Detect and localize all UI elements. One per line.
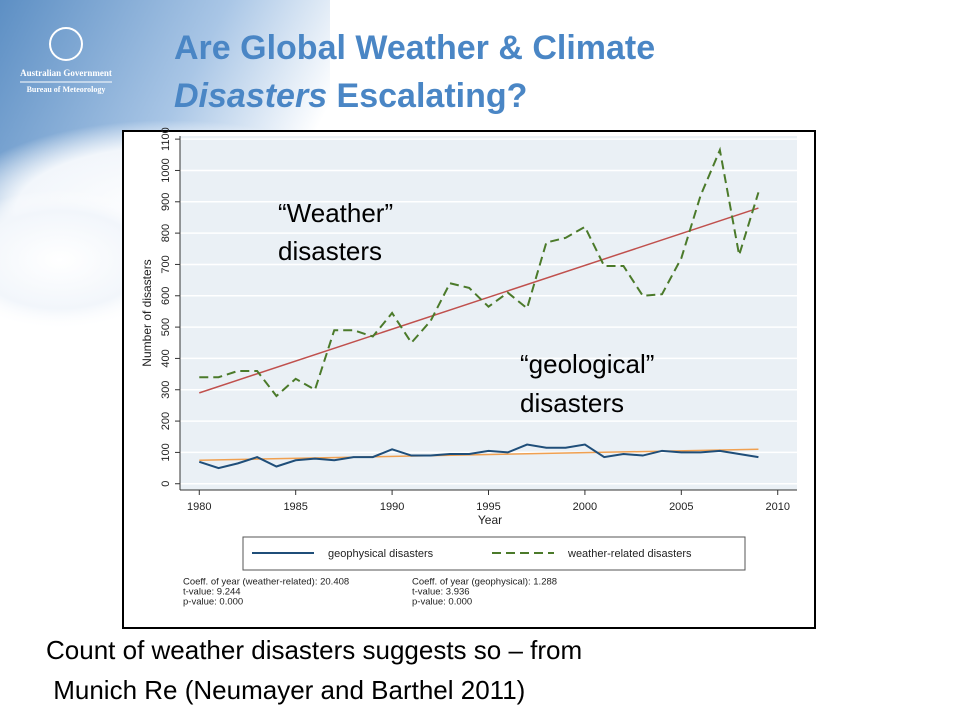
stat-text: p-value: 0.000 <box>183 597 243 608</box>
title-rest: Escalating? <box>327 77 527 115</box>
y-axis-label: Number of disasters <box>140 259 154 366</box>
x-tick-label: 1990 <box>380 501 404 513</box>
legend-items: geophysical disasters weather-related dis… <box>252 548 692 560</box>
y-tick-label: 900 <box>160 193 172 211</box>
title-italic: Disasters <box>174 77 327 115</box>
annotation: “Weather” <box>278 198 393 228</box>
series-line <box>198 443 759 470</box>
caption: Count of weather disasters suggests so –… <box>46 635 582 665</box>
crest-icon <box>49 27 83 61</box>
plot: 0 100 200 300 400 500 600 700 800 900 1000 1100 1980… <box>160 127 797 513</box>
y-tick-label: 500 <box>160 318 172 336</box>
x-tick-label: 2005 <box>669 501 693 513</box>
plot-background <box>180 136 797 490</box>
stat-text: p-value: 0.000 <box>412 597 472 608</box>
slide-title: Disasters Escalating? <box>174 77 527 115</box>
y-tick-label: 400 <box>160 349 172 367</box>
legend-label: geophysical disasters <box>328 548 434 560</box>
y-tick-label: 1000 <box>160 158 172 182</box>
legend-label: weather-related disasters <box>567 548 692 560</box>
logo-text: Bureau of Meteorology <box>27 85 106 94</box>
y-tick-label: 800 <box>160 224 172 242</box>
caption: Munich Re (Neumayer and Barthel 2011) <box>46 675 525 705</box>
y-tick-label: 200 <box>160 412 172 430</box>
stat-text: Coeff. of year (geophysical): 1.288 <box>412 577 557 588</box>
x-tick-label: 1980 <box>187 501 211 513</box>
x-tick-label: 2000 <box>573 501 597 513</box>
x-axis-label: Year <box>478 513 502 527</box>
stat-text: t-value: 9.244 <box>183 587 241 598</box>
series-line <box>199 146 760 398</box>
trend-line <box>199 207 759 394</box>
stat-text: t-value: 3.936 <box>412 587 470 598</box>
annotation: disasters <box>520 388 624 418</box>
x-tick-label: 1985 <box>283 501 307 513</box>
x-tick-label: 2010 <box>765 501 789 513</box>
y-tick-label: 600 <box>160 287 172 305</box>
stat-text: Coeff. of year (weather-related): 20.408 <box>183 577 349 588</box>
y-tick-label: 0 <box>160 481 172 487</box>
slide-title: Are Global Weather & Climate <box>174 29 655 67</box>
y-tick-label: 1100 <box>160 127 172 151</box>
annotation: “geological” <box>520 349 654 379</box>
y-tick-label: 700 <box>160 255 172 273</box>
y-tick-label: 300 <box>160 381 172 399</box>
stats: Coeff. of year (weather-related): 20.408… <box>183 577 557 608</box>
x-tick-label: 1995 <box>476 501 500 513</box>
y-tick-label: 100 <box>160 443 172 461</box>
logo-text: Australian Government <box>20 68 112 78</box>
annotation: disasters <box>278 236 382 266</box>
